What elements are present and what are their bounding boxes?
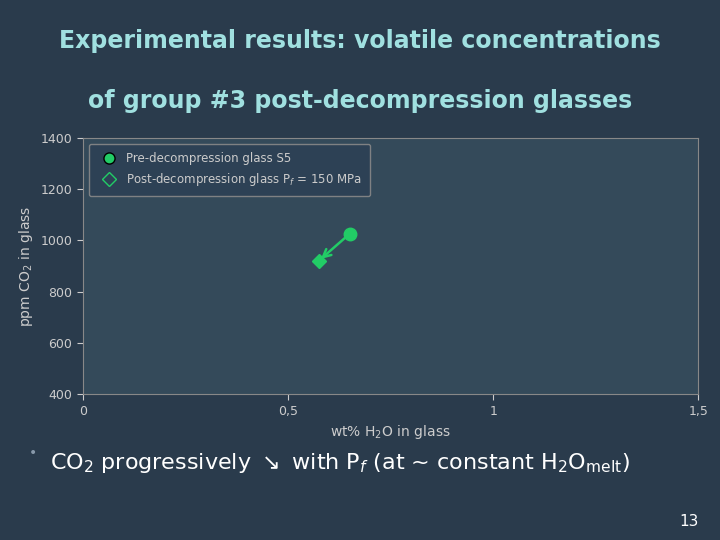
X-axis label: wt% H$_2$O in glass: wt% H$_2$O in glass xyxy=(330,423,451,441)
Text: Experimental results: volatile concentrations: Experimental results: volatile concentra… xyxy=(59,30,661,53)
Text: 13: 13 xyxy=(679,514,698,529)
Legend: Pre-decompression glass S5, Post-decompression glass P$_f$ = 150 MPa: Pre-decompression glass S5, Post-decompr… xyxy=(89,144,371,196)
Text: CO$_2$ progressively $\searrow$ with P$_f$ (at ~ constant H$_2$O$_\mathregular{m: CO$_2$ progressively $\searrow$ with P$_… xyxy=(50,451,631,475)
Y-axis label: ppm CO$_2$ in glass: ppm CO$_2$ in glass xyxy=(17,205,35,327)
Text: •: • xyxy=(29,446,37,460)
Text: of group #3 post-decompression glasses: of group #3 post-decompression glasses xyxy=(88,89,632,113)
